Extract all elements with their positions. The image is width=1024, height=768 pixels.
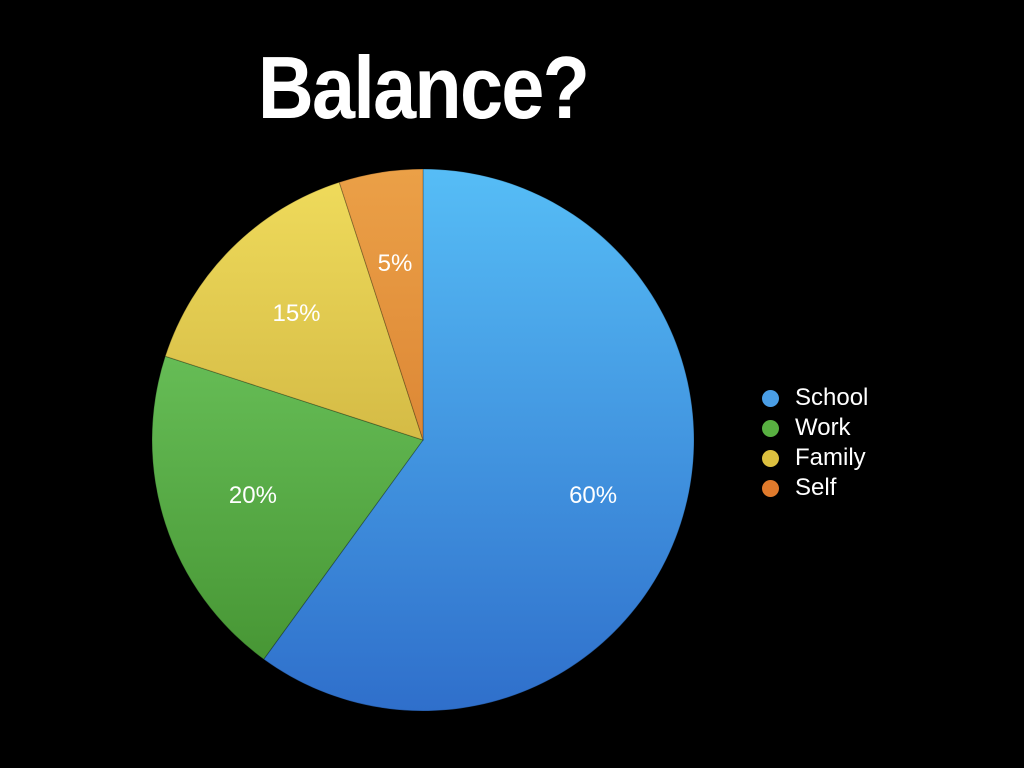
legend-label-school: School (795, 384, 869, 411)
legend-swatch-school (762, 389, 779, 407)
slice-label-self: 5% (378, 250, 413, 277)
legend-swatch-self (762, 479, 779, 497)
legend-swatch-family (762, 449, 779, 467)
legend-item-work: Work (762, 413, 868, 443)
pie-slice-school (263, 168, 695, 712)
pie-slice-self (338, 168, 424, 441)
slide-title: Balance? (257, 38, 590, 137)
legend-label-work: Work (795, 414, 851, 441)
legend-item-school: School (762, 383, 868, 413)
slice-label-work: 20% (229, 482, 277, 509)
legend-item-self: Self (762, 473, 868, 503)
legend-label-family: Family (795, 444, 866, 471)
chart-legend: School Work Family Self (762, 383, 868, 503)
legend-swatch-work (762, 419, 779, 437)
pie-slice-family (164, 181, 424, 441)
legend-label-self: Self (795, 474, 837, 501)
slice-label-family: 15% (272, 300, 320, 327)
slice-label-school: 60% (569, 482, 617, 509)
pie-slice-work (151, 355, 424, 660)
legend-item-family: Family (762, 443, 868, 473)
